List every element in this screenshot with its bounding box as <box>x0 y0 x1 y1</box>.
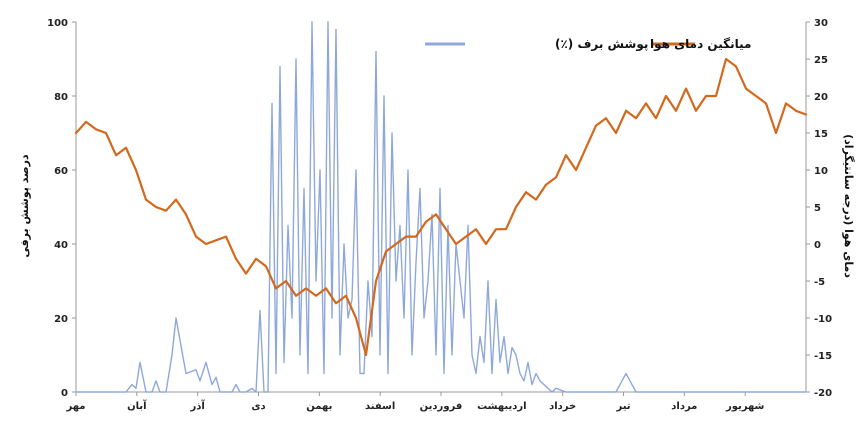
series-temperature-line <box>74 57 808 357</box>
right-tick-label: 10 <box>814 166 828 177</box>
left-tick-label: 100 <box>47 18 68 29</box>
x-tick-label: آبان <box>127 399 147 412</box>
right-tick-label: -20 <box>814 388 832 399</box>
y-axis-left-title: درصد پوشش برفی <box>18 154 31 258</box>
right-tick-label: -15 <box>814 351 832 362</box>
x-tick-label: دی <box>251 401 265 412</box>
x-tick-label: آذر <box>190 399 206 412</box>
left-tick-label: 20 <box>54 314 68 325</box>
x-tick-label: تیر <box>615 401 630 412</box>
legend: میانگین دمای هوا پوشش برف (٪) <box>425 37 751 52</box>
series-snow-cover-line <box>75 21 807 393</box>
series-layer <box>74 21 808 393</box>
right-tick-label: 0 <box>814 240 821 251</box>
right-tick-label: -5 <box>814 277 825 288</box>
legend-label-temperature: میانگین دمای هوا <box>650 37 751 52</box>
x-tick-label: مرداد <box>671 401 697 412</box>
x-tick-label: خرداد <box>549 401 576 412</box>
right-axis-ticks: -20 -15 -10 -5 0 5 10 15 20 25 30 <box>806 18 832 399</box>
right-tick-label: 5 <box>814 203 821 214</box>
left-tick-label: 40 <box>54 240 68 251</box>
right-tick-label: 15 <box>814 129 828 140</box>
x-tick-label: فروردین <box>420 401 463 412</box>
x-axis-ticks: مهر آبان آذر دی بهمن اسفند فروردین اردیبهشت خردا… <box>65 392 765 412</box>
right-tick-label: 25 <box>814 55 828 66</box>
left-axis-ticks: 0 20 40 60 80 100 <box>47 18 76 399</box>
right-tick-label: 20 <box>814 92 828 103</box>
x-tick-label: بهمن <box>306 401 332 412</box>
left-tick-label: 60 <box>54 166 68 177</box>
x-tick-label: اردیبهشت <box>477 401 527 412</box>
y-axis-right-title: دمای هوا (درجه سانتیگراد) <box>842 134 855 278</box>
right-tick-label: 30 <box>814 18 828 29</box>
x-tick-label: مهر <box>65 401 85 412</box>
legend-label-snow: پوشش برف (٪) <box>555 37 648 52</box>
left-tick-label: 0 <box>61 388 68 399</box>
x-tick-label: شهریور <box>725 401 765 412</box>
x-tick-label: اسفند <box>365 401 395 412</box>
right-tick-label: -10 <box>814 314 832 325</box>
left-tick-label: 80 <box>54 92 68 103</box>
